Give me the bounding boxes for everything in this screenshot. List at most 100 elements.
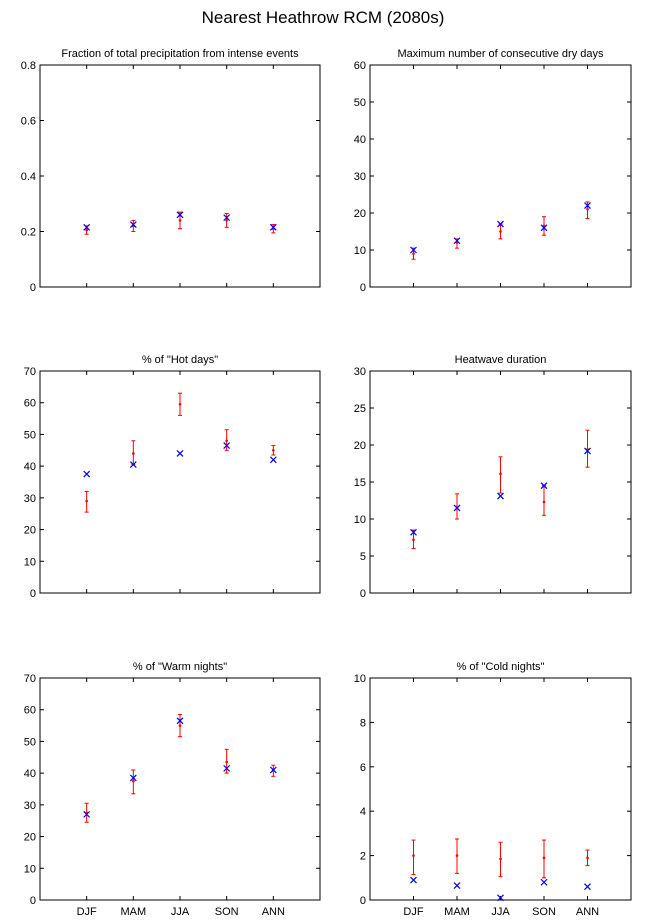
y-tick-label: 50 [24,429,36,441]
model-marker-x [540,224,548,232]
model-marker-x [176,717,184,725]
x-tick-label: ANN [262,906,285,918]
subplot-4: Heatwave duration 0 5 10 15 20 25 30 [354,354,632,600]
model-marker-x [410,876,417,884]
marker-stroke [223,442,231,449]
marker-stroke [83,810,91,818]
error-bar-center [225,439,228,443]
y-tick-label: 0 [360,588,366,600]
y-tick-label: 15 [354,477,366,489]
subplot-6: % of "Cold nights" 0 2 4 6 8 10 DJF MAM JJA SON ANN [354,661,632,918]
error-bar-center [178,724,182,727]
error-bar-center [586,208,589,211]
subplot-title: Maximum number of consecutive dry days [397,48,604,60]
marker-stroke [223,214,231,222]
marker-stroke [176,717,184,725]
y-tick-label: 30 [24,800,36,812]
model-marker-x [497,220,504,228]
subplot-2: Maximum number of consecutive dry days 0 1… [354,48,632,294]
y-tick-label: 40 [24,461,36,473]
marker-stroke [540,224,548,232]
y-tick-label: 60 [24,705,36,717]
model-marker-x [453,882,461,889]
marker-stroke [269,456,277,464]
marker-stroke [497,492,504,500]
model-marker-x [540,482,548,490]
y-tick-label: 30 [354,171,366,183]
y-tick-label: 30 [354,366,366,378]
marker-stroke [83,223,91,231]
error-bar-center [178,219,182,222]
y-tick-label: 6 [360,762,366,774]
y-tick-label: 70 [24,673,36,685]
model-marker-x [584,883,591,891]
model-marker-x [223,214,231,222]
figure-title: Nearest Heathrow RCM (2080s) [201,8,445,27]
x-tick-label: MAM [444,906,470,918]
subplot-title: Heatwave duration [455,354,547,366]
subplot-title: Fraction of total precipitation from int… [61,48,299,60]
y-tick-label: 8 [360,717,366,729]
model-marker-x [223,764,231,772]
marker-stroke [129,774,137,782]
x-tick-label: ANN [576,906,599,918]
y-tick-label: 50 [354,97,366,109]
marker-stroke [584,447,591,455]
y-tick-label: 10 [354,245,366,257]
error-bar-center [225,219,228,222]
error-bar-center [455,854,459,857]
x-tick-label: JJA [491,906,510,918]
subplot-1: Fraction of total precipitation from int… [21,48,321,294]
x-tick-label: DJF [77,906,97,918]
model-marker-x [410,528,417,536]
error-bar-center [542,500,546,504]
error-bar-center [225,760,228,764]
model-marker-x [584,202,591,210]
model-marker-x [269,456,277,464]
y-tick-label: 0 [30,282,36,294]
marker-stroke [497,894,504,902]
y-tick-label: 0.4 [21,171,36,183]
y-tick-label: 0 [30,588,36,600]
model-marker-x [83,470,91,478]
model-marker-x [176,450,184,457]
marker-stroke [176,450,184,457]
model-marker-x [129,774,137,782]
model-marker-x [453,504,461,512]
model-marker-x [129,221,137,228]
error-bar-center [412,538,415,542]
y-tick-label: 0.8 [21,60,36,72]
marker-stroke [540,482,548,490]
error-bar-center [499,230,502,233]
error-bar-center [272,448,275,452]
y-tick-label: 10 [354,514,366,526]
marker-stroke [453,237,461,245]
error-bar-center [542,856,546,860]
error-bar-center [85,499,88,503]
model-marker-x [453,237,461,245]
subplot-5: % of "Warm nights" 0 10 20 30 40 50 60 70 DJF MAM J… [24,661,321,918]
model-marker-x [223,442,231,449]
subplot-3: % of "Hot days" 0 10 20 30 40 50 60 70 [24,354,321,600]
y-tick-label: 2 [360,851,366,863]
error-bar-center [85,228,88,232]
y-tick-label: 50 [24,736,36,748]
x-tick-label: SON [532,906,556,918]
y-tick-label: 0 [360,282,366,294]
y-tick-label: 0.2 [21,227,36,239]
x-tick-label: JJA [171,906,190,918]
marker-stroke [453,882,461,889]
marker-stroke [176,211,184,219]
model-marker-x [176,211,184,219]
marker-stroke [269,223,277,231]
x-tick-label: SON [215,906,239,918]
marker-stroke [540,878,548,886]
model-marker-x [83,810,91,818]
y-tick-label: 30 [24,493,36,505]
x-tick-label: MAM [120,906,146,918]
model-marker-x [83,223,91,231]
subplot-title: % of "Warm nights" [133,661,227,673]
marker-stroke [497,220,504,228]
marker-stroke [129,221,137,228]
